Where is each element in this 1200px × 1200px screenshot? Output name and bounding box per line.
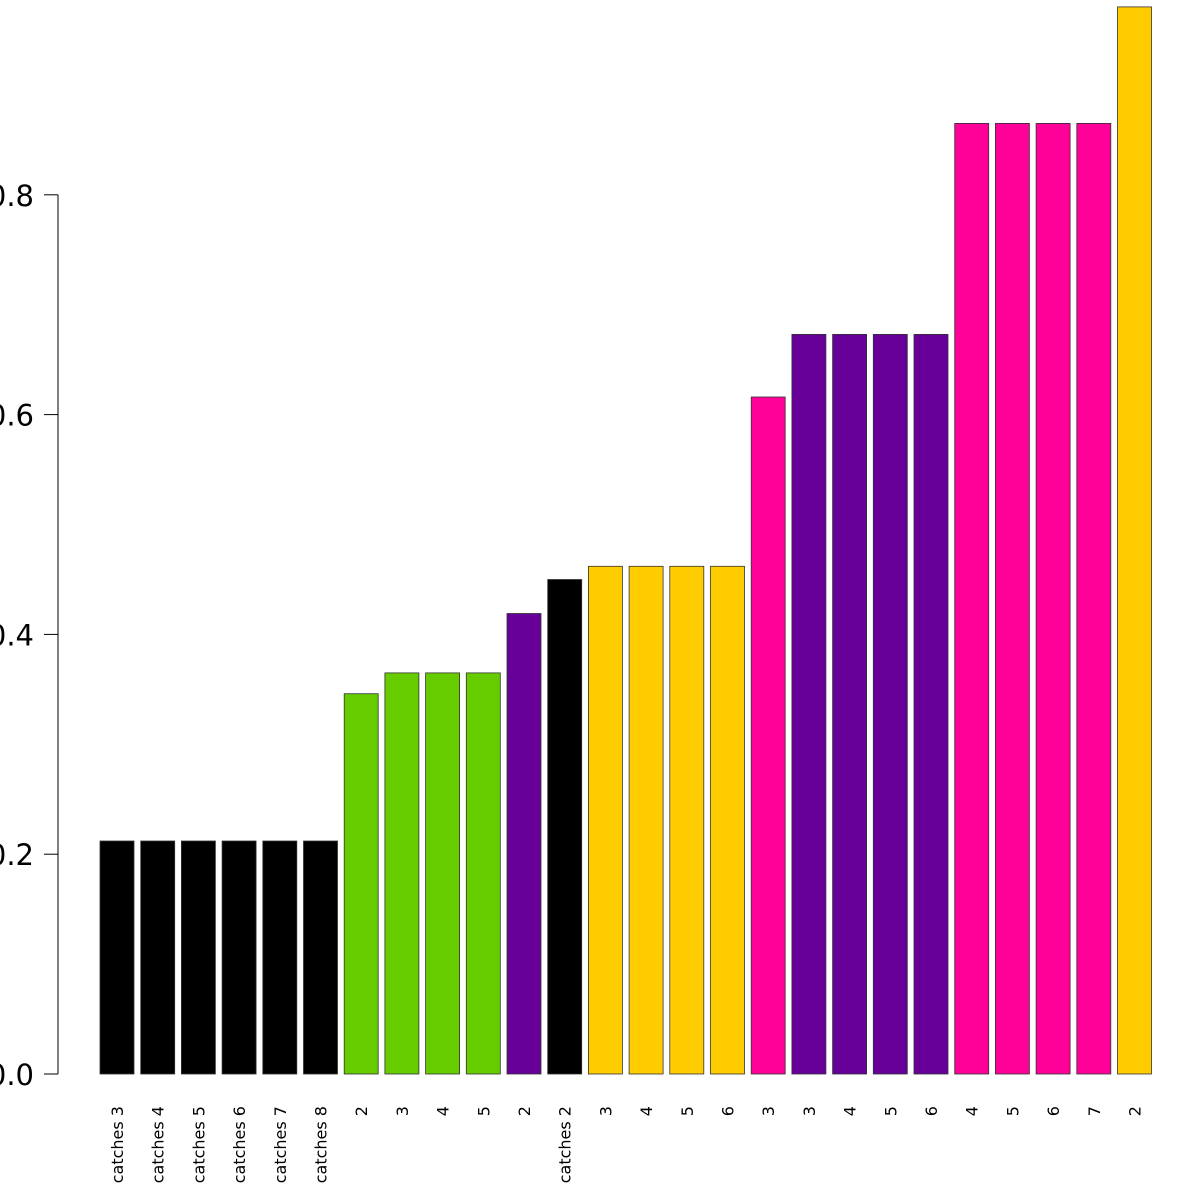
x-tick-label: 7 bbox=[1085, 1106, 1104, 1116]
bar bbox=[262, 840, 298, 1075]
y-axis: 0.0 0.2 0.4 0.6 0.8 bbox=[0, 179, 59, 1092]
x-tick-label: 3 bbox=[596, 1106, 615, 1116]
x-tick-label: 5 bbox=[474, 1106, 493, 1116]
bar bbox=[1117, 6, 1152, 1075]
x-tick-label: 5 bbox=[881, 1106, 900, 1116]
y-tick-label: 0.4 bbox=[0, 618, 34, 652]
bar bbox=[465, 672, 501, 1075]
x-tick-label: 6 bbox=[719, 1106, 738, 1116]
x-tick-label: catches 3 bbox=[108, 1106, 127, 1183]
bar bbox=[221, 840, 257, 1075]
x-tick-label: 3 bbox=[393, 1106, 412, 1116]
bar bbox=[140, 840, 176, 1075]
bar bbox=[750, 396, 786, 1075]
bar bbox=[99, 840, 135, 1075]
x-tick-label: 4 bbox=[963, 1106, 982, 1116]
bar bbox=[669, 565, 705, 1075]
x-tick-label: catches 2 bbox=[556, 1106, 575, 1183]
y-tick-label: 0.8 bbox=[0, 179, 34, 213]
y-tick-label: 0.2 bbox=[0, 838, 34, 872]
x-tick-label: catches 4 bbox=[149, 1106, 168, 1183]
bar bbox=[791, 333, 827, 1075]
bar bbox=[588, 565, 623, 1075]
x-tick-label: catches 8 bbox=[312, 1106, 331, 1183]
bar bbox=[872, 333, 908, 1075]
bar bbox=[303, 840, 338, 1075]
bar bbox=[506, 613, 542, 1075]
x-tick-label: catches 6 bbox=[230, 1106, 249, 1183]
x-tick-label: 4 bbox=[434, 1106, 453, 1116]
x-tick-label: catches 7 bbox=[271, 1106, 290, 1183]
bar bbox=[628, 565, 664, 1075]
y-tick-label: 0.0 bbox=[0, 1058, 34, 1092]
x-tick-label: 5 bbox=[1003, 1106, 1022, 1116]
x-tick-label: catches 5 bbox=[189, 1106, 208, 1183]
bar bbox=[1076, 123, 1112, 1075]
bars bbox=[99, 6, 1152, 1075]
x-tick-label: 4 bbox=[637, 1106, 656, 1116]
x-tick-label: 2 bbox=[515, 1106, 534, 1116]
bar bbox=[384, 672, 420, 1075]
bar bbox=[710, 565, 745, 1075]
bar bbox=[180, 840, 216, 1075]
x-tick-label: 3 bbox=[759, 1106, 778, 1116]
x-tick-label: 2 bbox=[352, 1106, 371, 1116]
x-tick-label: 3 bbox=[800, 1106, 819, 1116]
y-tick-label: 0.6 bbox=[0, 399, 34, 433]
bar bbox=[425, 672, 461, 1075]
bar bbox=[343, 693, 379, 1075]
bar bbox=[832, 333, 867, 1075]
bar bbox=[954, 123, 990, 1075]
x-tick-label: 6 bbox=[922, 1106, 941, 1116]
bar bbox=[1035, 123, 1071, 1075]
x-tick-label: 5 bbox=[678, 1106, 697, 1116]
bar bbox=[913, 333, 949, 1075]
x-axis-labels: catches 3 catches 4 catches 5 catches 6 catc… bbox=[108, 1106, 1145, 1183]
x-tick-label: 6 bbox=[1044, 1106, 1063, 1116]
bar bbox=[547, 579, 583, 1075]
x-tick-label: 2 bbox=[1126, 1106, 1145, 1116]
bar bbox=[995, 123, 1030, 1075]
x-tick-label: 4 bbox=[841, 1106, 860, 1116]
